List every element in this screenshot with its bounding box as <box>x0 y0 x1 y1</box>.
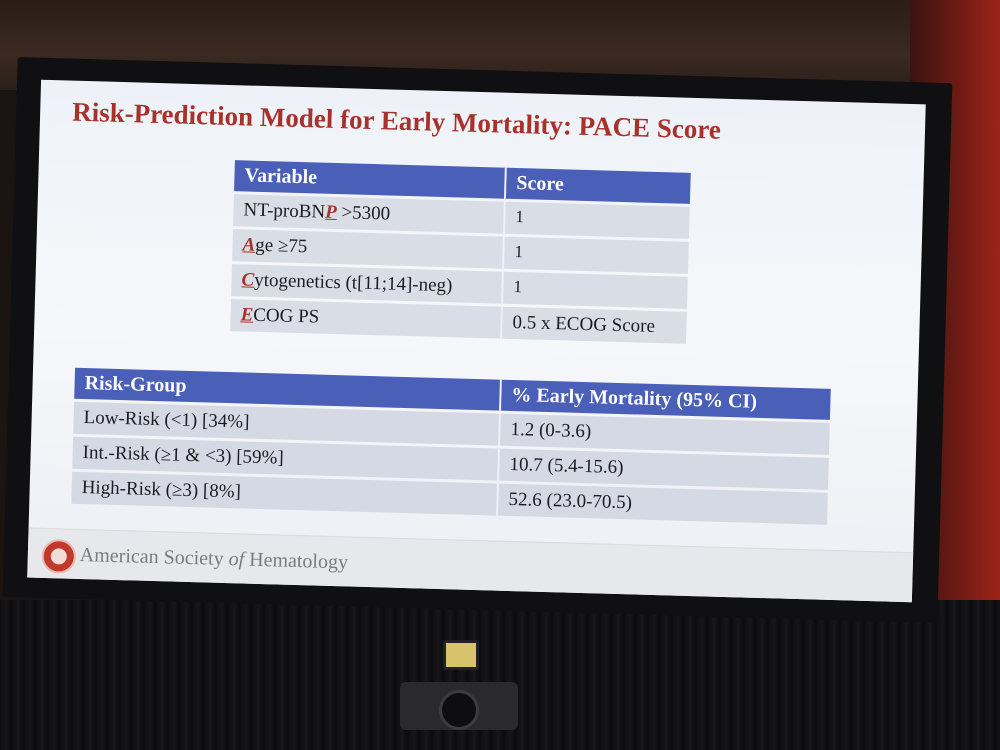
slide-footer: American Society of Hematology <box>27 527 914 603</box>
variable-cell: Age ≥75 <box>232 229 505 269</box>
variable-cell: NT-proBNP >5300 <box>233 194 506 234</box>
variable-cell: Cytogenetics (t[11;14]-neg) <box>231 264 504 304</box>
projector-lens-icon <box>439 690 479 730</box>
variable-initial: P <box>324 201 338 224</box>
mortality-cell: 10.7 (5.4-15.6) <box>499 448 829 490</box>
score-cell: 1 <box>504 236 689 274</box>
variable-initial: A <box>242 234 256 256</box>
projection-screen: Risk-Prediction Model for Early Mortalit… <box>2 57 953 623</box>
variable-initial: C <box>241 269 255 291</box>
org-name-of: of <box>228 548 245 571</box>
risk-group-table: Risk-Group % Early Mortality (95% CI) Lo… <box>71 365 831 528</box>
presentation-slide: Risk-Prediction Model for Early Mortalit… <box>27 79 926 603</box>
score-cell: 1 <box>503 271 688 309</box>
variable-text: NT-proBN <box>243 199 326 223</box>
org-name-part: American Society <box>79 543 229 571</box>
mortality-cell: 1.2 (0-3.6) <box>500 413 830 455</box>
header-early-mortality: % Early Mortality (95% CI) <box>501 379 831 420</box>
org-name-part: Hematology <box>243 548 349 574</box>
score-cell: 0.5 x ECOG Score <box>502 306 687 344</box>
header-score: Score <box>505 167 691 204</box>
variables-table: Variable Score NT-proBNP >5300 1 Age ≥75… <box>230 157 691 347</box>
ash-logo-inner <box>50 548 68 565</box>
projector <box>395 640 525 730</box>
variable-initial: E <box>240 304 254 326</box>
variable-text: ge ≥75 <box>254 234 308 258</box>
score-cell: 1 <box>504 201 690 239</box>
ash-logo-icon <box>41 538 77 574</box>
variable-text: COG PS <box>252 304 320 328</box>
mortality-cell: 52.6 (23.0-70.5) <box>498 483 828 525</box>
variable-text: ytogenetics (t[11;14]-neg) <box>253 269 453 297</box>
projector-light-icon <box>443 640 479 670</box>
header-variable: Variable <box>234 160 507 199</box>
variable-text: >5300 <box>336 202 391 225</box>
slide-title: Risk-Prediction Model for Early Mortalit… <box>71 96 722 145</box>
variable-cell: ECOG PS <box>230 299 503 339</box>
organization-name: American Society of Hematology <box>80 544 349 574</box>
